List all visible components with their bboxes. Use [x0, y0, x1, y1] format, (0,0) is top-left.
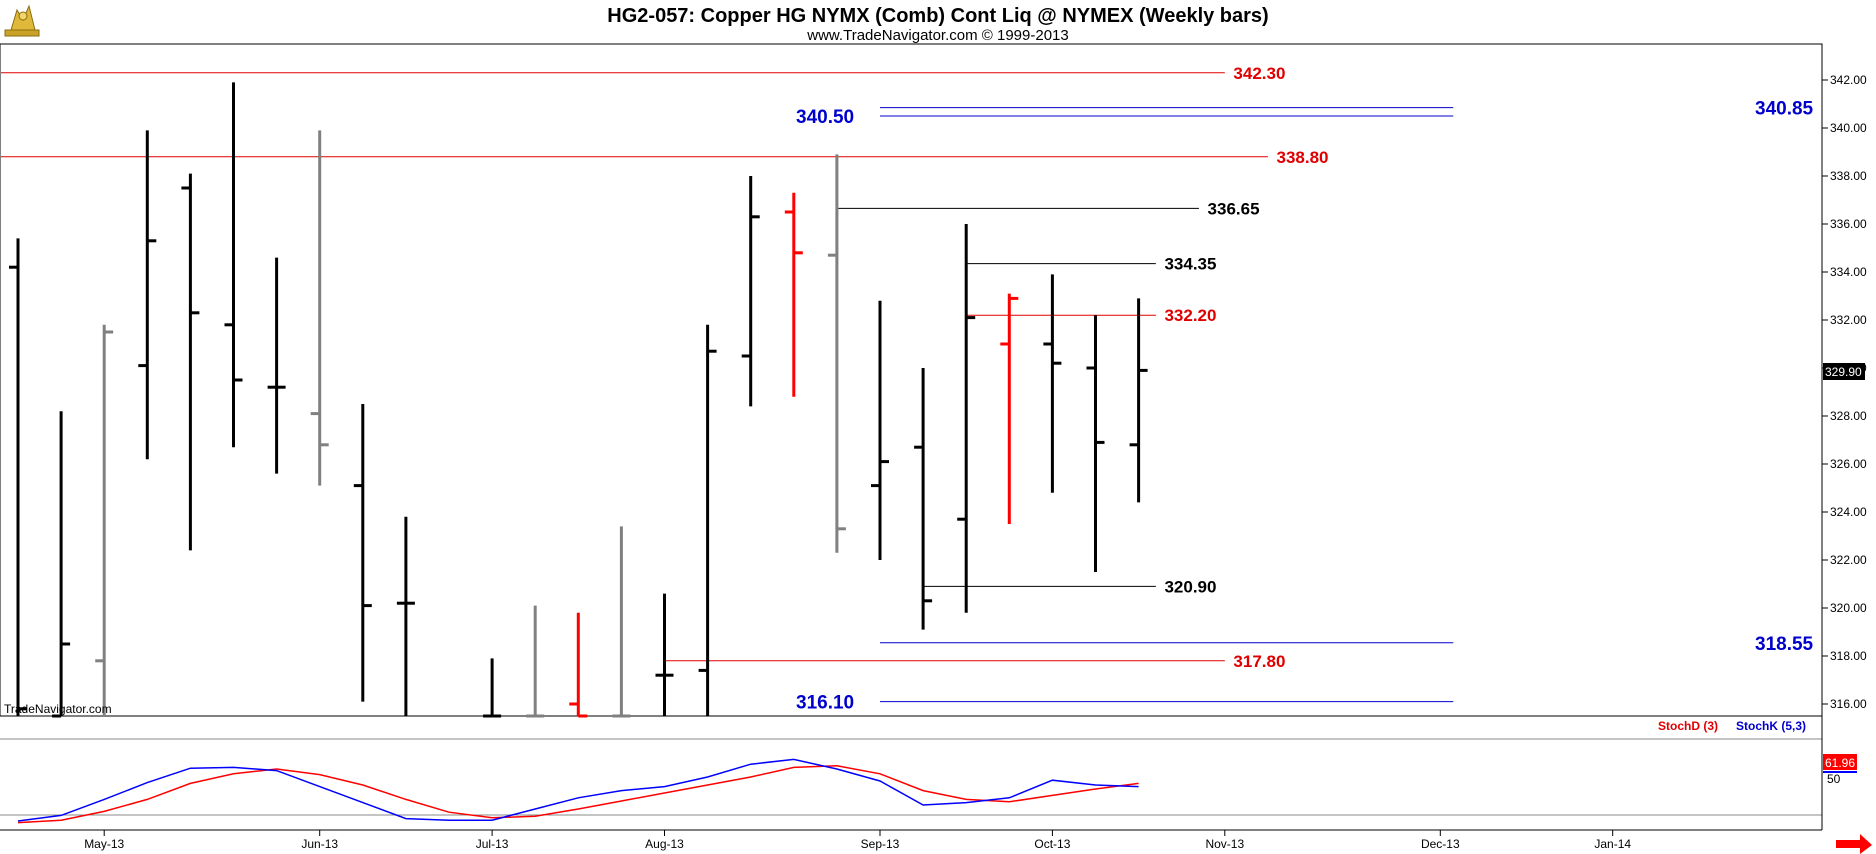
ohlc-bar [483, 658, 502, 718]
chart-title: HG2-057: Copper HG NYMX (Comb) Cont Liq … [607, 5, 1268, 27]
ohlc-bar [138, 130, 157, 460]
x-tick-label: Aug-13 [645, 837, 684, 851]
bars-layer [9, 82, 1148, 718]
stochastic-panel [17, 758, 1139, 824]
y-tick-label: 340.00 [1830, 121, 1867, 135]
ohlc-bar [827, 154, 846, 553]
ohlc-bar [95, 324, 114, 716]
y-tick-label: 322.00 [1830, 553, 1867, 567]
stochk-line [17, 758, 1139, 822]
x-tick-label: Oct-13 [1034, 837, 1070, 851]
ohlc-bar [569, 612, 588, 718]
ohlc-bar [698, 324, 717, 716]
ohlc-bar [741, 176, 760, 407]
level-label: 336.65 [1208, 199, 1260, 218]
ohlc-bar [871, 300, 889, 560]
y-tick-label: 328.00 [1830, 409, 1867, 423]
ohlc-bar [784, 192, 803, 397]
levels-layer: 342.30 338.80 336.65 334.35 332.20 320.90 317.… [1, 64, 1814, 714]
y-tick-label: 334.00 [1830, 265, 1867, 279]
y-tick-label: 318.00 [1830, 649, 1867, 663]
ohlc-bar [267, 257, 286, 474]
x-axis: May-13 Jun-13 Jul-13 Aug-13 Sep-13 Oct-13 Nov-… [84, 830, 1631, 851]
x-tick-label: Sep-13 [861, 837, 900, 851]
last-price-label: 329.90 [1825, 365, 1862, 379]
price-panel-frame [0, 43, 1823, 717]
stochd-line [17, 765, 1139, 824]
last-price-box [1823, 363, 1865, 380]
ohlc-bar [181, 173, 200, 551]
y-tick-label: 320.00 [1830, 601, 1867, 615]
ohlc-bar [1000, 293, 1019, 524]
level-label: 332.20 [1164, 306, 1216, 325]
ohlc-bar [612, 526, 631, 718]
stochk-legend: StochK (5,3) [1736, 719, 1806, 733]
ohlc-bar [310, 130, 329, 486]
x-tick-label: Nov-13 [1205, 837, 1244, 851]
scroll-right-arrow-icon[interactable] [1836, 834, 1872, 854]
y-tick-label: 336.00 [1830, 217, 1867, 231]
ohlc-bar [396, 516, 415, 716]
y-tick-label: 332.00 [1830, 313, 1867, 327]
tradenavigator-logo-icon [4, 4, 40, 37]
ohlc-bar [526, 605, 545, 718]
ohlc-bar [914, 368, 933, 630]
level-label: 320.90 [1164, 577, 1216, 596]
x-tick-label: Dec-13 [1421, 837, 1460, 851]
ohlc-bar [1043, 274, 1062, 493]
level-label: 317.80 [1233, 652, 1285, 671]
y-tick-label: 342.00 [1830, 73, 1867, 87]
stoch-level-label: 50 [1827, 772, 1841, 786]
y-tick-label: 326.00 [1830, 457, 1867, 471]
ohlc-bar [353, 404, 372, 702]
level-label: 334.35 [1164, 255, 1216, 274]
fib-label: 318.55 [1755, 634, 1814, 655]
ohlc-bar [1129, 298, 1148, 503]
fib-label: 340.50 [796, 107, 854, 128]
ohlc-bar [52, 411, 71, 718]
y-tick-label: 324.00 [1830, 505, 1867, 519]
x-tick-label: May-13 [84, 837, 124, 851]
x-tick-label: Jun-13 [301, 837, 338, 851]
level-label: 338.80 [1277, 148, 1329, 167]
y-axis: 342.00340.00338.00336.00334.00332.00330.… [1822, 73, 1867, 711]
level-label: 342.30 [1233, 64, 1285, 83]
stoch-value-label: 61.96 [1825, 756, 1855, 770]
ohlc-bar [655, 593, 674, 716]
y-tick-label: 316.00 [1830, 697, 1867, 711]
ohlc-bar [224, 82, 243, 448]
ohlc-bar [957, 224, 976, 613]
stoch-value-box [1823, 754, 1857, 770]
ohlc-bar [1086, 315, 1105, 572]
stochd-legend: StochD (3) [1658, 719, 1718, 733]
x-tick-label: Jan-14 [1594, 837, 1631, 851]
fib-label: 316.10 [796, 693, 854, 714]
watermark: TradeNavigator.com [4, 702, 112, 716]
ohlc-bar [9, 238, 27, 716]
chart-subtitle: www.TradeNavigator.com © 1999-2013 [806, 27, 1068, 44]
y-tick-label: 338.00 [1830, 169, 1867, 183]
x-tick-label: Jul-13 [476, 837, 509, 851]
fib-label: 340.85 [1755, 99, 1814, 120]
